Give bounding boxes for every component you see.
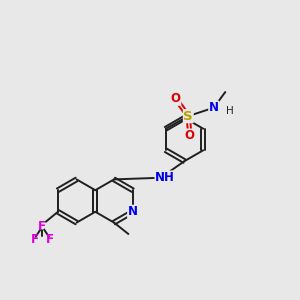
Text: N: N [209, 101, 219, 114]
Text: S: S [184, 110, 193, 123]
Text: O: O [185, 129, 195, 142]
Text: F: F [38, 220, 46, 233]
Text: F: F [31, 233, 39, 246]
Text: NH: NH [155, 171, 175, 184]
Text: H: H [226, 106, 234, 116]
Text: F: F [46, 233, 54, 246]
Text: O: O [171, 92, 181, 105]
Text: N: N [128, 205, 138, 218]
